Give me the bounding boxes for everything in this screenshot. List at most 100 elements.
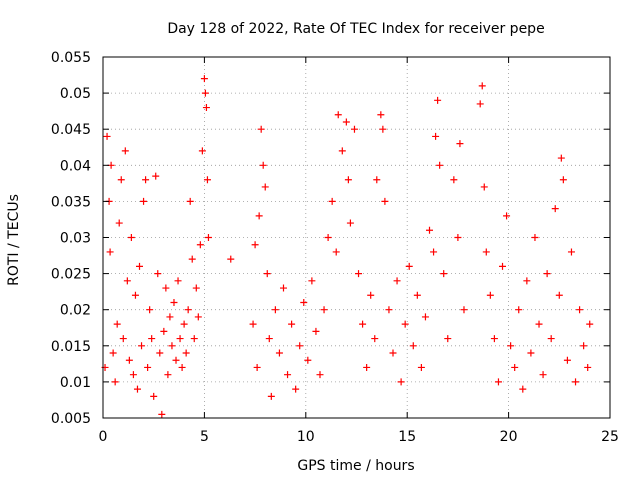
data-point-marker bbox=[115, 219, 123, 227]
data-point-marker bbox=[547, 335, 555, 343]
data-point-marker bbox=[259, 161, 267, 169]
data-point-marker bbox=[350, 125, 358, 133]
data-point-marker bbox=[320, 306, 328, 314]
data-point-marker bbox=[334, 111, 342, 119]
data-point-marker bbox=[271, 306, 279, 314]
data-point-marker bbox=[555, 291, 563, 299]
data-point-marker bbox=[586, 320, 594, 328]
data-point-marker bbox=[103, 132, 111, 140]
data-point-marker bbox=[507, 342, 515, 350]
data-point-marker bbox=[444, 335, 452, 343]
data-point-marker bbox=[563, 356, 571, 364]
data-point-marker bbox=[389, 349, 397, 357]
data-point-marker bbox=[385, 306, 393, 314]
data-point-marker bbox=[113, 320, 121, 328]
data-point-marker bbox=[480, 183, 488, 191]
y-tick-label: 0.025 bbox=[51, 267, 91, 283]
data-point-marker bbox=[182, 349, 190, 357]
data-point-marker bbox=[405, 262, 413, 270]
data-point-marker bbox=[430, 248, 438, 256]
data-point-marker bbox=[184, 306, 192, 314]
data-point-marker bbox=[166, 313, 174, 321]
y-tick-label: 0.005 bbox=[51, 411, 91, 427]
data-point-marker bbox=[176, 335, 184, 343]
data-point-marker bbox=[279, 284, 287, 292]
data-point-marker bbox=[346, 219, 354, 227]
data-point-marker bbox=[136, 262, 144, 270]
data-point-marker bbox=[328, 197, 336, 205]
x-tick-label: 15 bbox=[398, 429, 416, 445]
data-point-marker bbox=[531, 234, 539, 241]
data-point-marker bbox=[267, 392, 275, 400]
data-point-marker bbox=[511, 363, 519, 371]
data-point-marker bbox=[178, 363, 186, 371]
data-point-marker bbox=[263, 270, 271, 278]
y-axis-label: ROTI / TECUs bbox=[6, 194, 22, 286]
data-point-marker bbox=[523, 277, 531, 285]
data-point-marker bbox=[133, 385, 141, 393]
data-point-marker bbox=[584, 363, 592, 371]
data-point-marker bbox=[142, 176, 150, 184]
data-point-marker bbox=[381, 197, 389, 205]
x-tick-label: 0 bbox=[99, 429, 108, 445]
data-point-marker bbox=[292, 385, 300, 393]
data-point-marker bbox=[265, 335, 273, 343]
data-point-marker bbox=[393, 277, 401, 285]
data-point-marker bbox=[316, 371, 324, 379]
data-point-marker bbox=[535, 320, 543, 328]
data-point-marker bbox=[164, 371, 172, 379]
data-point-marker bbox=[119, 335, 127, 343]
data-point-marker bbox=[152, 172, 160, 180]
data-point-marker bbox=[413, 291, 421, 299]
data-point-marker bbox=[288, 320, 296, 328]
x-tick-label: 20 bbox=[500, 429, 518, 445]
data-point-marker bbox=[363, 363, 371, 371]
data-point-marker bbox=[456, 140, 464, 148]
data-point-marker bbox=[257, 125, 265, 133]
data-point-marker bbox=[253, 363, 261, 371]
data-point-marker bbox=[342, 118, 350, 126]
data-point-marker bbox=[284, 371, 292, 379]
y-tick-label: 0.01 bbox=[60, 375, 91, 391]
data-point-marker bbox=[377, 111, 385, 119]
data-point-marker bbox=[371, 335, 379, 343]
data-point-marker bbox=[121, 147, 129, 155]
data-point-marker bbox=[434, 96, 442, 104]
data-point-marker bbox=[131, 291, 139, 299]
data-point-marker bbox=[460, 306, 468, 314]
data-point-marker bbox=[196, 241, 204, 249]
data-point-marker bbox=[117, 176, 125, 184]
data-point-marker bbox=[186, 197, 194, 205]
data-points bbox=[101, 75, 594, 418]
data-point-marker bbox=[440, 270, 448, 278]
data-point-marker bbox=[194, 313, 202, 321]
data-point-marker bbox=[160, 327, 168, 335]
data-point-marker bbox=[296, 342, 304, 350]
data-point-marker bbox=[146, 306, 154, 314]
data-point-marker bbox=[140, 197, 148, 205]
data-point-marker bbox=[421, 313, 429, 321]
data-point-marker bbox=[397, 378, 405, 386]
y-tick-label: 0.035 bbox=[51, 194, 91, 210]
x-tick-label: 10 bbox=[297, 429, 315, 445]
data-point-marker bbox=[355, 270, 363, 278]
data-point-marker bbox=[450, 176, 458, 184]
data-point-marker bbox=[174, 277, 182, 285]
data-point-marker bbox=[304, 356, 312, 364]
data-point-marker bbox=[138, 342, 146, 350]
y-tick-label: 0.03 bbox=[60, 231, 91, 247]
y-tick-label: 0.02 bbox=[60, 303, 91, 319]
data-point-marker bbox=[426, 226, 434, 234]
data-point-marker bbox=[580, 342, 588, 350]
data-point-marker bbox=[203, 176, 211, 184]
data-point-marker bbox=[227, 255, 235, 263]
x-axis-label: GPS time / hours bbox=[297, 458, 414, 474]
data-point-marker bbox=[503, 212, 511, 220]
data-point-marker bbox=[125, 356, 133, 364]
y-tick-label: 0.055 bbox=[51, 50, 91, 66]
data-point-marker bbox=[192, 284, 200, 292]
data-point-marker bbox=[557, 154, 565, 162]
data-point-marker bbox=[190, 335, 198, 343]
data-point-marker bbox=[255, 212, 263, 220]
